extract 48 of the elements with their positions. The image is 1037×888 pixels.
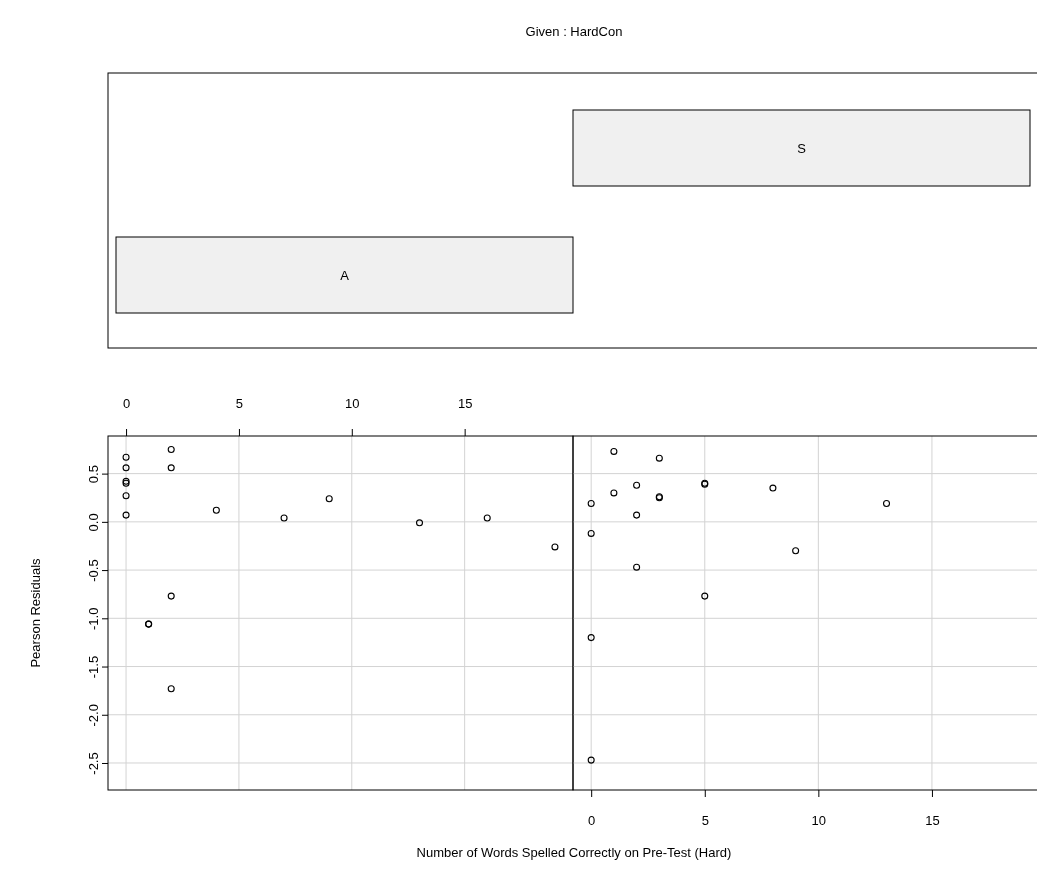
point: [167, 464, 175, 472]
point: [610, 447, 618, 455]
point: [551, 543, 559, 551]
y-tick-label: -1.5: [86, 655, 101, 679]
point: [122, 464, 130, 472]
category-label: A: [340, 268, 350, 283]
point: [122, 492, 130, 500]
point: [633, 563, 641, 571]
x-tick-label: 15: [925, 813, 940, 829]
point: [587, 529, 595, 537]
x-axis-title: Number of Words Spelled Correctly on Pre-Test (Hard): [416, 845, 732, 860]
point: [483, 514, 491, 522]
point: [882, 499, 891, 508]
point: [122, 511, 130, 519]
point: [122, 453, 130, 461]
x-tick-label: 10: [345, 396, 360, 412]
point: [701, 592, 709, 600]
point: [280, 514, 288, 522]
point: [167, 445, 175, 454]
point: [769, 484, 777, 492]
text: Given : HardCon: [525, 24, 623, 39]
y-tick-label: 0.5: [86, 465, 101, 484]
x-tick-label: 5: [701, 813, 709, 829]
point: [633, 511, 641, 519]
point: [610, 489, 618, 497]
point: [792, 547, 800, 555]
x-tick-label: 0: [122, 396, 131, 412]
category-label: S: [797, 141, 807, 156]
x-tick-label: 5: [235, 396, 244, 412]
point: [415, 519, 424, 527]
point: [212, 506, 220, 514]
y-tick-label: -1.0: [86, 607, 101, 631]
y-tick-label: -2.0: [86, 704, 101, 727]
x-tick-label: 10: [811, 813, 827, 829]
x-tick-label: 0: [588, 813, 596, 829]
point: [587, 756, 595, 764]
point: [167, 685, 175, 693]
y-axis-title: Pearson Residuals: [28, 557, 43, 668]
point: [587, 634, 595, 642]
x-tick-label: 15: [457, 396, 473, 412]
y-tick-label: 0.0: [86, 513, 101, 532]
point: [655, 454, 663, 462]
y-tick-label: -0.5: [86, 559, 101, 582]
point: [633, 481, 641, 489]
point: [167, 592, 175, 600]
y-tick-label: -2.5: [86, 752, 101, 775]
point: [325, 495, 333, 503]
point: [587, 499, 595, 508]
